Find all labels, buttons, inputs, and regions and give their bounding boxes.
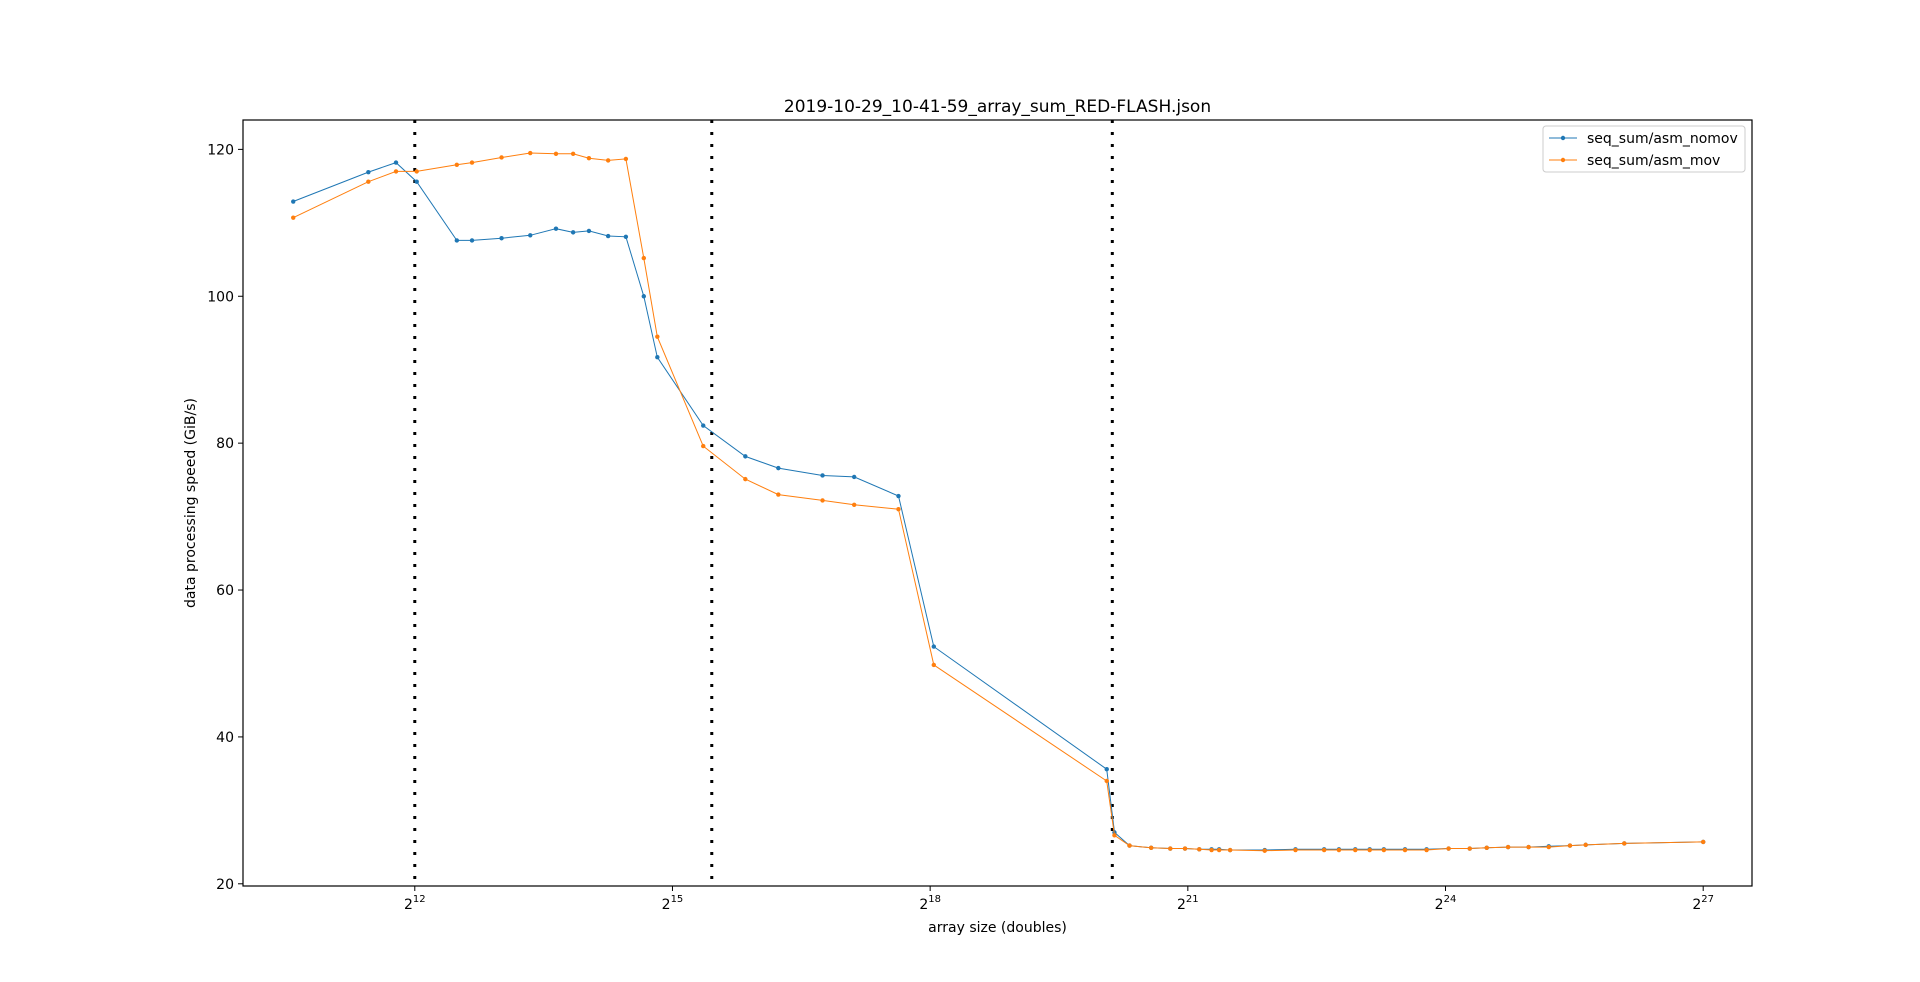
data-point xyxy=(1402,847,1408,853)
data-point xyxy=(1182,846,1188,851)
data-point xyxy=(655,334,660,339)
data-point xyxy=(701,423,706,428)
data-point xyxy=(641,255,646,261)
legend-label: seq_sum/asm_nomov xyxy=(1587,131,1738,147)
legend-entry: seq_sum/asm_nomov xyxy=(1549,131,1738,147)
data-point xyxy=(1104,778,1109,784)
data-point xyxy=(1168,846,1173,851)
cache-boundary-lines xyxy=(413,120,1114,886)
data-point xyxy=(931,644,937,649)
data-point xyxy=(553,151,559,156)
data-point xyxy=(1293,847,1298,853)
legend-box xyxy=(1542,125,1746,173)
data-point xyxy=(454,238,460,243)
y-tick-label: 100 xyxy=(207,289,234,305)
data-point xyxy=(1700,839,1706,845)
data-point xyxy=(414,179,419,184)
data-point xyxy=(896,507,901,512)
data-point xyxy=(1583,842,1588,848)
data-point xyxy=(1484,845,1489,851)
data-point xyxy=(605,233,611,239)
data-point xyxy=(1209,847,1214,853)
y-tick-label: 60 xyxy=(216,583,234,599)
data-point xyxy=(1104,767,1109,772)
y-tick-label: 20 xyxy=(216,877,234,893)
series-2 xyxy=(291,150,1706,853)
data-point xyxy=(1227,847,1233,853)
data-point xyxy=(1262,848,1267,853)
data-point xyxy=(896,493,901,499)
data-point xyxy=(393,169,399,174)
legend-marker xyxy=(1560,157,1566,163)
data-point xyxy=(1321,847,1327,853)
data-point xyxy=(393,160,399,165)
data-point xyxy=(1112,833,1117,838)
series-layer xyxy=(291,150,1706,853)
data-point xyxy=(1148,845,1154,851)
data-point xyxy=(1526,844,1531,850)
chart-title: 2019-10-29_10-41-59_array_sum_RED-FLASH.… xyxy=(784,97,1211,117)
data-point xyxy=(291,199,296,204)
data-point xyxy=(1467,846,1472,851)
data-point xyxy=(499,155,504,160)
data-point xyxy=(454,162,460,167)
data-point xyxy=(291,215,296,220)
data-point xyxy=(1353,847,1358,853)
data-point xyxy=(528,150,533,156)
data-point xyxy=(776,465,781,471)
data-point xyxy=(553,226,559,231)
y-tick-label: 80 xyxy=(216,436,234,452)
data-point xyxy=(586,228,592,234)
legend: seq_sum/asm_nomov seq_sum/asm_mov xyxy=(1542,125,1746,173)
data-point xyxy=(528,233,533,238)
data-point xyxy=(655,355,660,360)
legend-label: seq_sum/asm_mov xyxy=(1587,153,1720,169)
data-point xyxy=(586,155,592,161)
data-point xyxy=(366,179,371,184)
x-axis-label: array size (doubles) xyxy=(928,920,1067,936)
data-point xyxy=(743,454,748,459)
data-point xyxy=(1546,844,1551,850)
y-axis-label: data processing speed (GiB/s) xyxy=(183,398,199,608)
data-point xyxy=(641,294,646,299)
data-point xyxy=(570,230,576,235)
data-point xyxy=(1567,843,1573,848)
data-point xyxy=(570,151,576,156)
legend-entry: seq_sum/asm_mov xyxy=(1549,153,1720,169)
y-tick-label: 40 xyxy=(216,730,234,746)
data-point xyxy=(469,160,475,165)
data-point xyxy=(931,662,937,668)
data-point xyxy=(1622,841,1627,846)
data-point xyxy=(1336,847,1342,853)
data-point xyxy=(1367,847,1372,853)
data-point xyxy=(1446,846,1451,851)
data-point xyxy=(1505,844,1511,850)
data-point xyxy=(414,169,419,174)
data-point xyxy=(1216,847,1222,853)
data-point xyxy=(605,158,611,163)
data-point xyxy=(820,498,825,503)
data-point xyxy=(820,473,825,478)
data-point xyxy=(1197,847,1202,852)
data-point xyxy=(776,492,781,497)
data-point xyxy=(623,156,629,162)
data-point xyxy=(623,234,629,239)
data-point xyxy=(469,238,475,243)
plot-area-frame xyxy=(242,119,1753,887)
data-point xyxy=(1424,847,1429,853)
data-point xyxy=(701,443,706,449)
data-point xyxy=(499,236,504,241)
legend-marker xyxy=(1560,135,1566,141)
data-point xyxy=(366,169,371,175)
y-tick-label: 120 xyxy=(207,142,234,158)
data-point xyxy=(1381,847,1387,853)
y-axis: 20 40 60 80 100 120 xyxy=(207,142,243,893)
data-point xyxy=(851,474,857,480)
data-point xyxy=(1127,843,1132,848)
data-point xyxy=(743,476,748,482)
data-point xyxy=(851,502,857,508)
